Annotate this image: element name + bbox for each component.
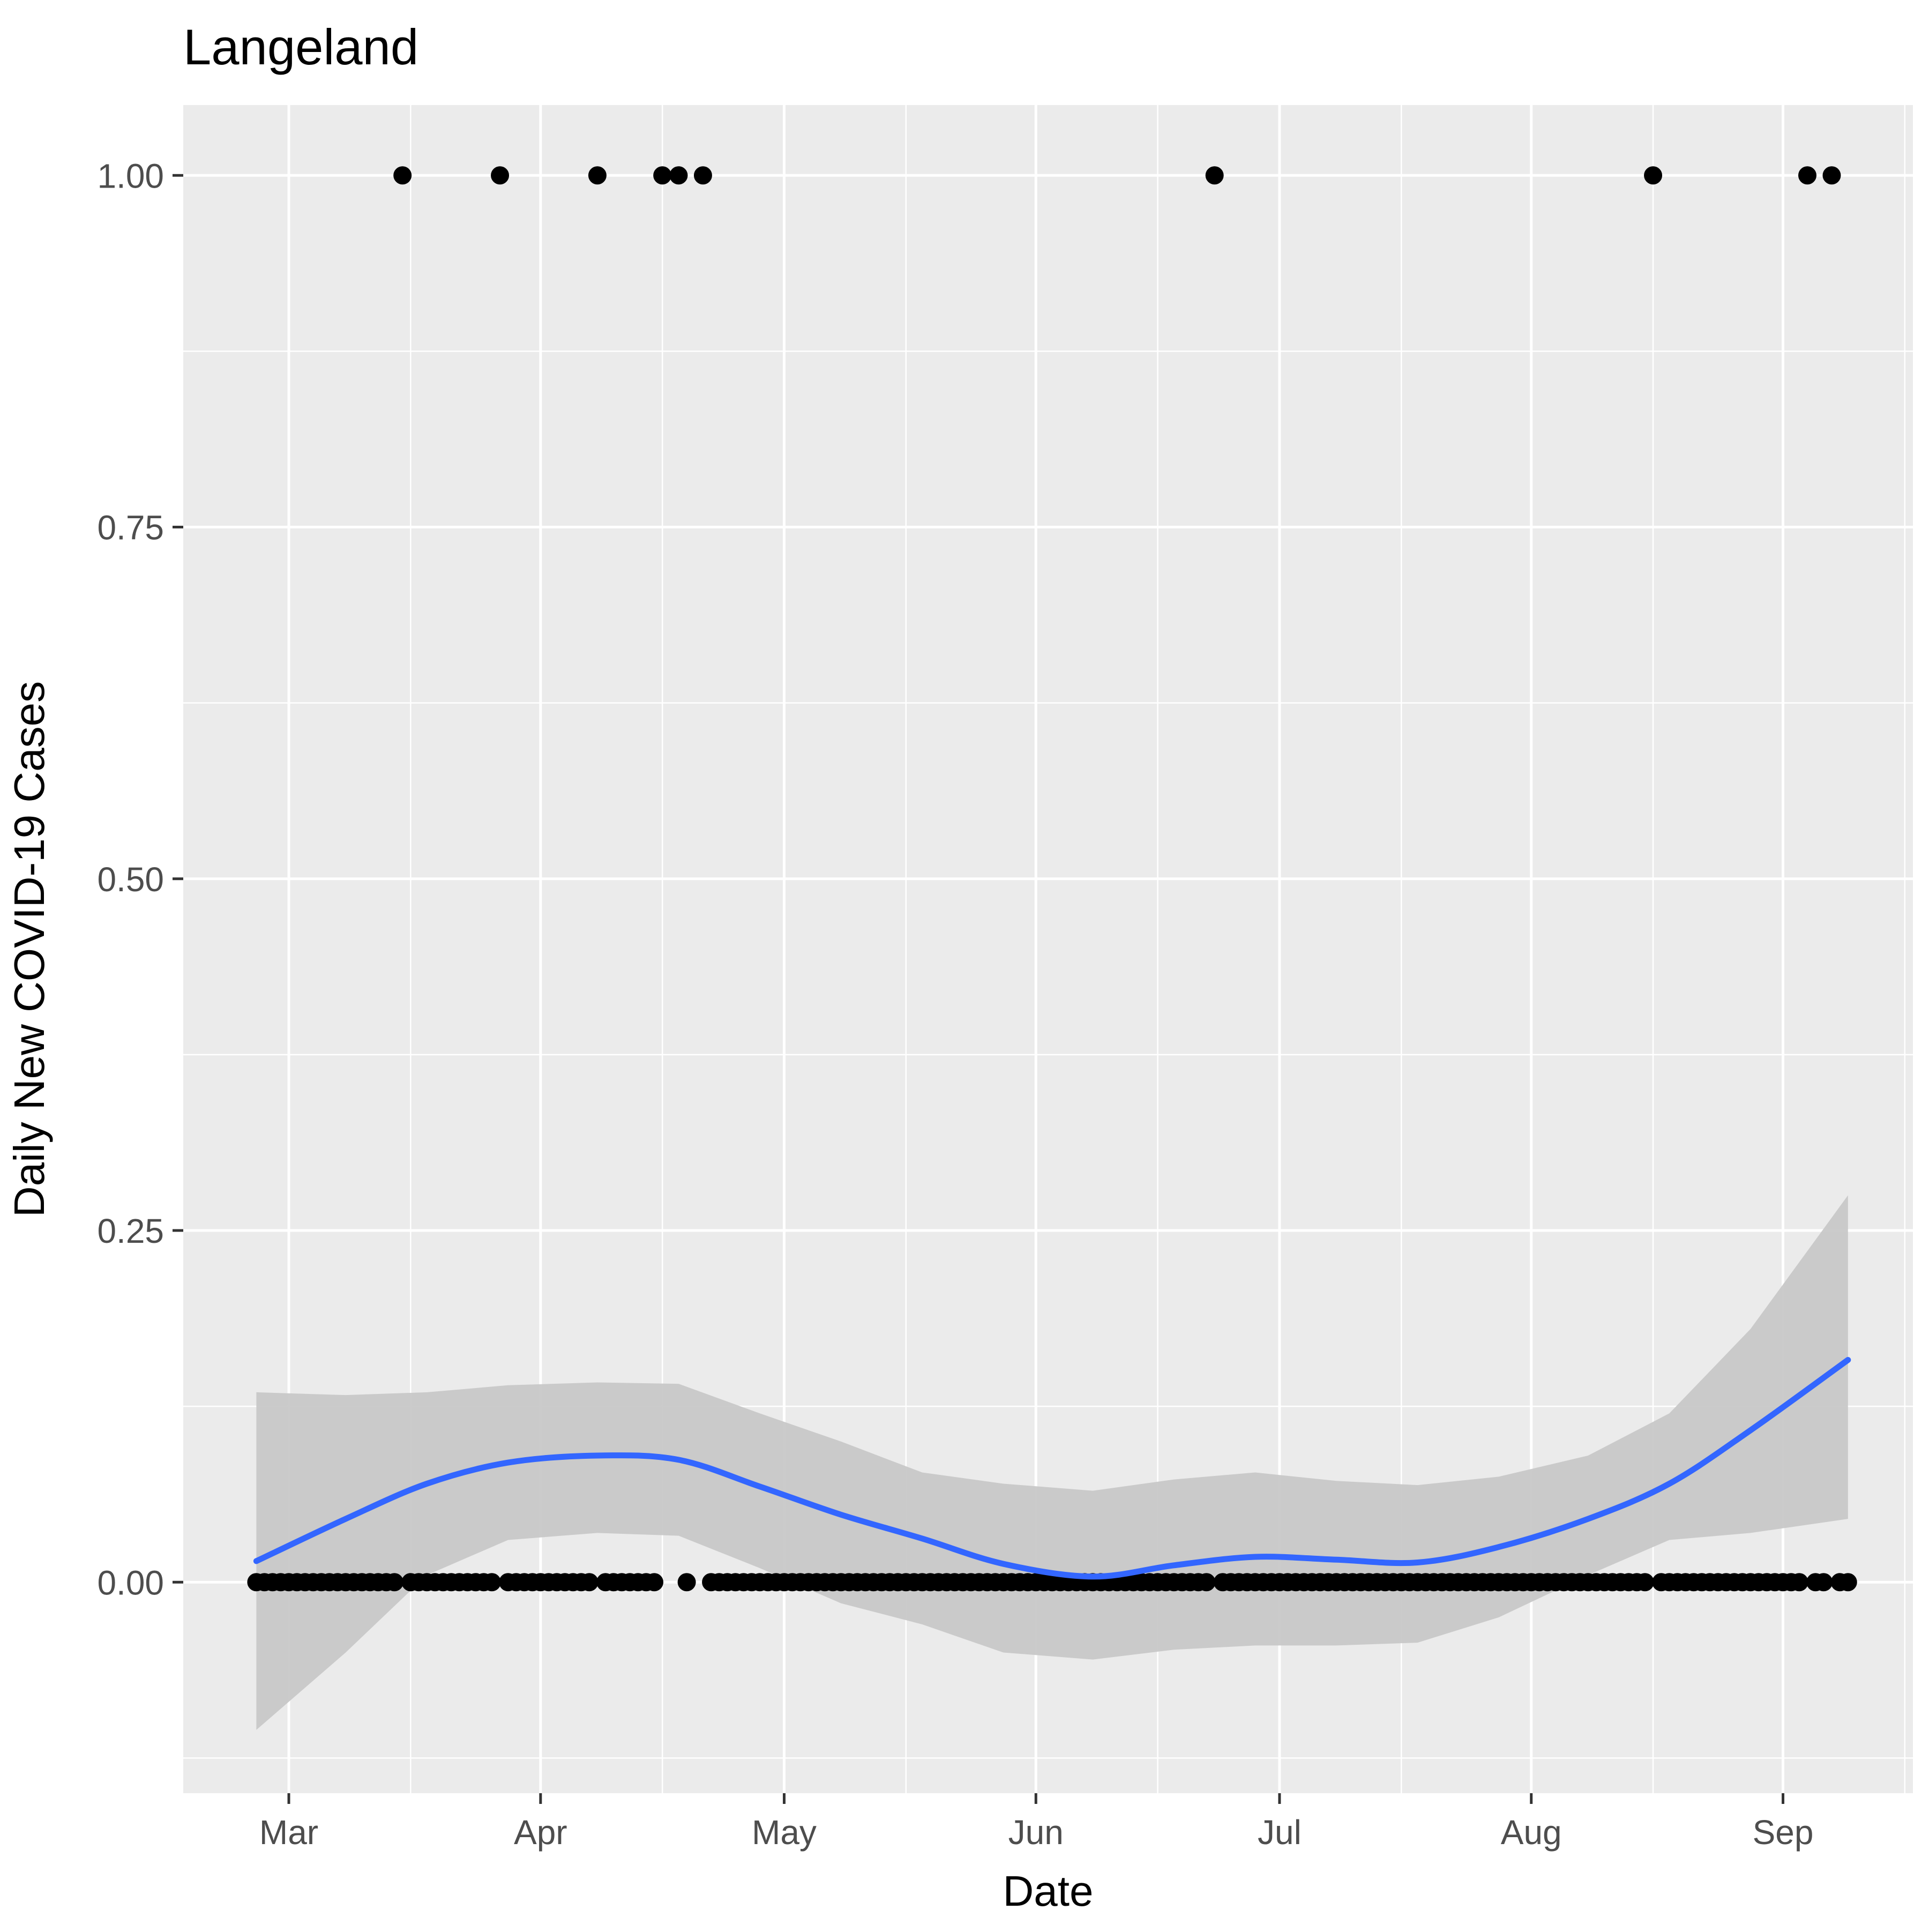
x-axis-label: Date (1003, 1867, 1094, 1915)
data-point (491, 166, 510, 185)
x-tick-label: Jul (1258, 1813, 1302, 1852)
x-axis: Mar Apr May Jun Jul Aug Sep (259, 1793, 1814, 1852)
x-tick-label: May (752, 1813, 817, 1852)
data-point (1822, 166, 1841, 185)
data-point (645, 1573, 663, 1592)
data-point (1644, 166, 1663, 185)
x-tick-label: Aug (1501, 1813, 1562, 1852)
y-axis-label: Daily New COVID-19 Cases (5, 681, 53, 1217)
y-tick-label: 1.00 (97, 156, 164, 195)
data-point (1814, 1573, 1833, 1592)
x-tick-label: Apr (514, 1813, 567, 1852)
confidence-band-layer (256, 1195, 1848, 1730)
data-point (588, 166, 607, 185)
points-layer (247, 166, 1857, 1592)
data-point (677, 1573, 696, 1592)
data-point (385, 1573, 404, 1592)
data-point (1205, 166, 1224, 185)
data-point (653, 166, 672, 185)
data-point (580, 1573, 599, 1592)
x-tick-label: Mar (259, 1813, 318, 1852)
y-tick-label: 0.50 (97, 860, 164, 899)
x-tick-label: Jun (1008, 1813, 1064, 1852)
y-tick-label: 0.00 (97, 1563, 164, 1602)
data-point (693, 166, 712, 185)
data-point (1635, 1573, 1654, 1592)
data-point (1838, 1573, 1857, 1592)
smooth-line (253, 1357, 1851, 1580)
y-tick-label: 0.25 (97, 1212, 164, 1250)
data-point (1790, 1573, 1808, 1592)
data-point (1798, 166, 1816, 185)
y-axis: 0.00 0.25 0.50 0.75 1.00 (97, 156, 183, 1602)
chart-title: Langeland (183, 19, 418, 75)
data-point (482, 1573, 501, 1592)
data-point (1197, 1573, 1216, 1592)
data-point (669, 166, 688, 185)
confidence-band (256, 1195, 1848, 1730)
y-tick-label: 0.75 (97, 509, 164, 547)
data-point (393, 166, 412, 185)
x-tick-label: Sep (1753, 1813, 1814, 1852)
smooth-line-layer (253, 1357, 1851, 1580)
